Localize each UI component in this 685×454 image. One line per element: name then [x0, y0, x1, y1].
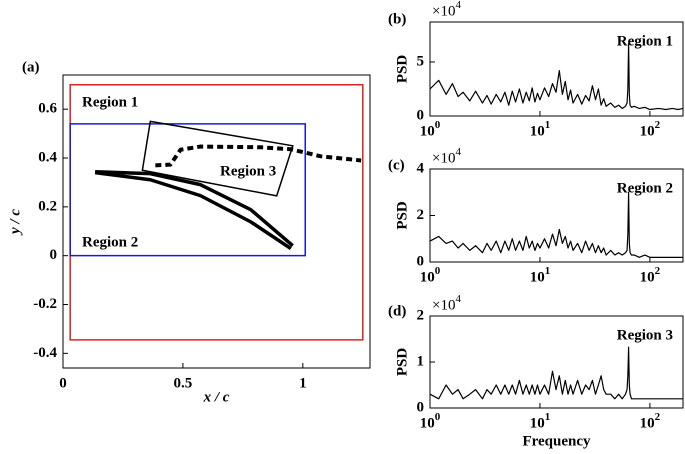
axis-multiplier: ×104	[432, 0, 461, 19]
psd-line	[429, 191, 683, 258]
y-tick-label: 4	[417, 160, 425, 176]
x-tick-label: 0.5	[174, 375, 193, 391]
curve	[155, 144, 362, 168]
axis-multiplier: ×104	[432, 293, 461, 314]
y-tick-label: 0.6	[38, 101, 57, 117]
x-tick-label: 1	[299, 375, 307, 391]
panel-label: (c)	[388, 157, 405, 173]
y-axis-label: PSD	[394, 55, 410, 84]
axis-multiplier: ×104	[432, 146, 461, 167]
region-annotation: Region 3	[617, 327, 673, 343]
y-tick-label: 0.2	[38, 198, 57, 214]
region-box	[69, 123, 306, 257]
x-tick-label: 101	[530, 265, 551, 286]
region-box	[69, 84, 364, 341]
y-tick-label: 0	[417, 399, 425, 415]
region-annotation: Region 2	[617, 180, 673, 196]
region-label: Region 1	[82, 94, 138, 110]
x-tick-label: 102	[640, 119, 661, 140]
x-tick-label: 0	[59, 375, 67, 391]
curve	[94, 170, 292, 251]
axes-frame	[429, 21, 684, 117]
region-label: Region 3	[220, 163, 276, 179]
psd-line	[429, 346, 683, 400]
region-annotation: Region 1	[617, 33, 673, 49]
y-tick-label: -0.2	[33, 296, 57, 312]
y-tick-label: 0	[50, 247, 58, 263]
x-tick-label: 102	[640, 411, 661, 432]
x-axis-label: Frequency	[522, 433, 591, 449]
y-tick-label: 0.4	[38, 149, 57, 165]
curve	[95, 169, 294, 247]
x-axis-label: x / c	[203, 389, 230, 405]
y-axis-label: y / c	[7, 209, 23, 236]
y-tick-label: 2	[417, 207, 425, 223]
x-tick-label: 101	[530, 411, 551, 432]
x-tick-label: 102	[640, 265, 661, 286]
psd-line	[429, 43, 684, 111]
panel-label: (d)	[388, 303, 406, 319]
y-tick-label: 1	[417, 353, 425, 369]
y-tick-label: 5	[417, 53, 425, 69]
panel-label: (a)	[22, 59, 40, 75]
region-box	[141, 120, 294, 197]
y-tick-label: 0	[417, 107, 425, 123]
axes-frame	[62, 74, 371, 369]
y-axis-label: PSD	[394, 201, 410, 230]
y-tick-label: 2	[417, 307, 425, 323]
region-label: Region 2	[82, 234, 138, 250]
y-tick-label: 0	[417, 253, 425, 269]
y-axis-label: PSD	[394, 348, 410, 377]
x-tick-label: 101	[530, 119, 551, 140]
y-tick-label: -0.4	[33, 345, 57, 361]
panel-label: (b)	[388, 11, 406, 27]
